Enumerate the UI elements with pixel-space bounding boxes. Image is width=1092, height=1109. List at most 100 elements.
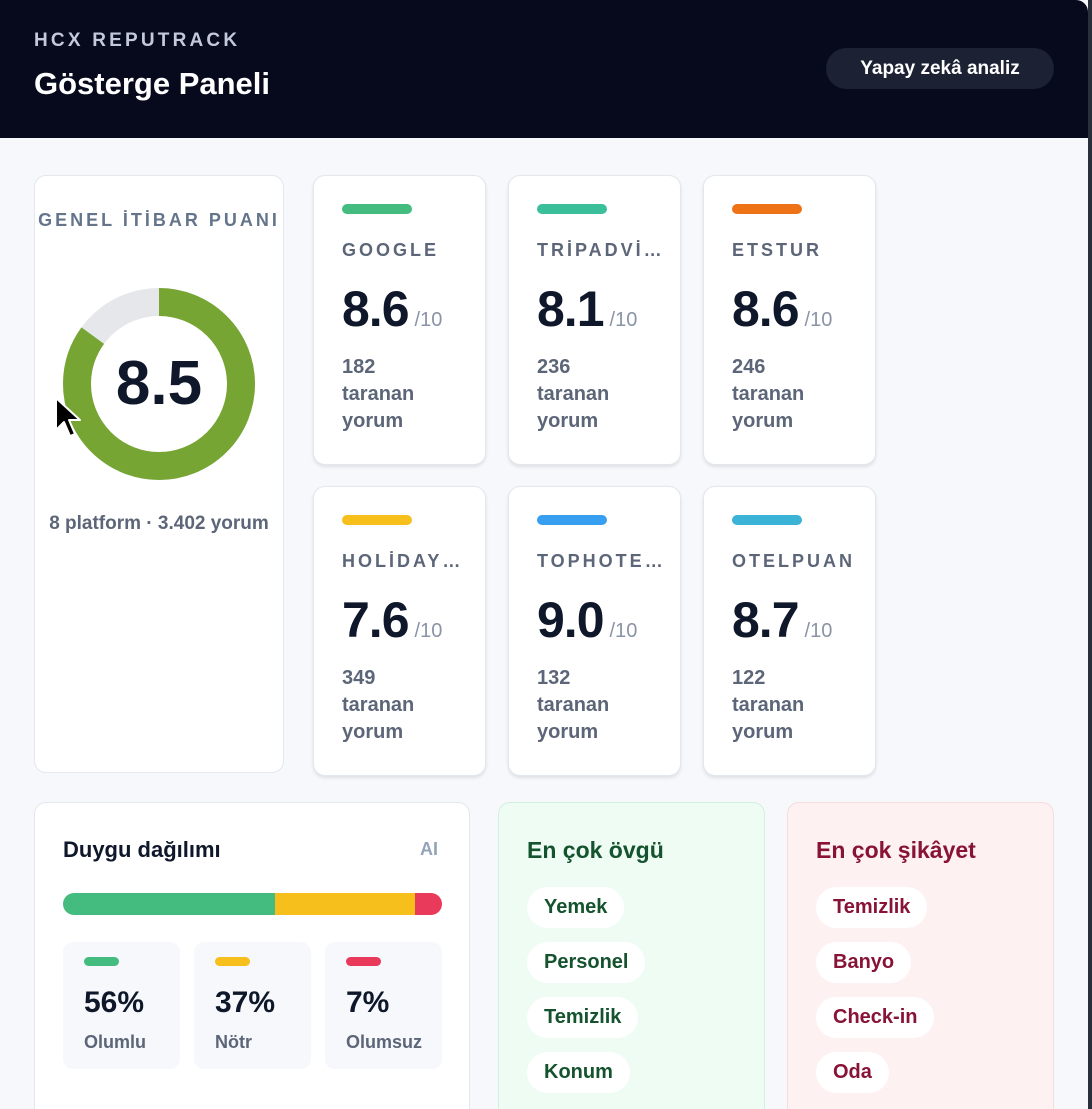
complaint-tag[interactable]: Check-in bbox=[816, 997, 935, 1038]
platform-name: GOOGLE bbox=[342, 240, 440, 260]
top-complaints-card: En çok şikâyet Temizlik Banyo Check-in O… bbox=[787, 802, 1054, 1109]
platform-score-denominator: /10 bbox=[804, 309, 833, 331]
platform-name: HOLİDAYCHECK bbox=[342, 551, 470, 571]
sentiment-color-dot bbox=[215, 957, 250, 966]
brand-name: HCX REPUTRACK bbox=[34, 30, 241, 51]
overall-score-label: GENEL İTİBAR PUANI bbox=[38, 210, 280, 230]
platform-score-value: 8.7 bbox=[732, 592, 800, 648]
sentiment-stat-negative: 7% Olumsuz bbox=[325, 942, 442, 1069]
sentiment-color-dot bbox=[346, 957, 381, 966]
top-header: HCX REPUTRACK Gösterge Paneli Yapay zekâ… bbox=[0, 0, 1088, 138]
sentiment-label: Olumsuz bbox=[346, 1032, 423, 1052]
review-count-number: 132 bbox=[537, 667, 571, 689]
review-count-unit: taranan bbox=[732, 383, 805, 405]
sentiment-label: Olumlu bbox=[84, 1032, 146, 1052]
platform-color-stripe bbox=[537, 515, 607, 525]
platform-review-count: 246 taranan yorum bbox=[732, 354, 852, 435]
overall-score-value: 8.5 bbox=[115, 349, 203, 418]
sentiment-segment-neutral bbox=[275, 893, 416, 915]
sentiment-percent: 7% bbox=[346, 986, 390, 1019]
review-count-number: 246 bbox=[732, 356, 766, 378]
review-count-unit: yorum bbox=[732, 721, 794, 743]
sentiment-segment-negative bbox=[415, 893, 442, 915]
platform-score: 8.6/10 bbox=[732, 280, 832, 338]
ai-badge: AI bbox=[420, 839, 438, 859]
platform-review-count: 236 taranan yorum bbox=[537, 354, 657, 435]
platform-score-denominator: /10 bbox=[609, 309, 638, 331]
complaint-tag[interactable]: Oda bbox=[816, 1052, 889, 1093]
sentiment-bar bbox=[63, 893, 442, 915]
praise-tag[interactable]: Yemek bbox=[527, 887, 625, 928]
top-praise-card: En çok övgü Yemek Personel Temizlik Konu… bbox=[498, 802, 765, 1109]
platform-review-count: 349 taranan yorum bbox=[342, 665, 462, 746]
platform-card-otelpuan[interactable]: OTELPUAN 8.7/10 122 taranan yorum bbox=[703, 486, 876, 776]
sentiment-stat-positive: 56% Olumlu bbox=[63, 942, 180, 1069]
platform-color-stripe bbox=[732, 515, 802, 525]
platform-name: ETSTUR bbox=[732, 240, 822, 260]
review-count-unit: yorum bbox=[732, 410, 794, 432]
platform-card-tripadvisor[interactable]: TRİPADVİSOR 8.1/10 236 taranan yorum bbox=[508, 175, 681, 465]
review-count-number: 182 bbox=[342, 356, 376, 378]
window-edge bbox=[1088, 0, 1092, 1109]
platform-score-value: 8.6 bbox=[732, 281, 800, 337]
overall-score-gauge bbox=[63, 288, 255, 480]
praise-tag[interactable]: Personel bbox=[527, 942, 646, 983]
platform-color-stripe bbox=[342, 515, 412, 525]
review-count-unit: yorum bbox=[342, 721, 404, 743]
platform-name: TOPHOTELS bbox=[537, 551, 665, 571]
platform-card-etstur[interactable]: ETSTUR 8.6/10 246 taranan yorum bbox=[703, 175, 876, 465]
gauge-fill bbox=[63, 288, 255, 480]
review-count-unit: yorum bbox=[537, 721, 599, 743]
review-count-unit: taranan bbox=[732, 694, 805, 716]
platform-review-count: 132 taranan yorum bbox=[537, 665, 657, 746]
overall-score-summary: 8 platform · 3.402 yorum bbox=[49, 513, 269, 534]
sentiment-card: Duygu dağılımı AI 56% Olumlu 37% Nötr 7%… bbox=[34, 802, 470, 1109]
overall-reputation-card: GENEL İTİBAR PUANI 8.5 8 platform · 3.40… bbox=[34, 175, 284, 773]
sentiment-percent: 56% bbox=[84, 986, 145, 1019]
platform-review-count: 182 taranan yorum bbox=[342, 354, 462, 435]
platform-color-stripe bbox=[537, 204, 607, 214]
complaint-tag[interactable]: Temizlik bbox=[816, 887, 928, 928]
platform-score: 8.1/10 bbox=[537, 280, 637, 338]
platform-color-stripe bbox=[732, 204, 802, 214]
platform-color-stripe bbox=[342, 204, 412, 214]
platform-score: 9.0/10 bbox=[537, 591, 637, 649]
review-count-number: 349 bbox=[342, 667, 376, 689]
review-count-unit: yorum bbox=[342, 410, 404, 432]
review-count-unit: taranan bbox=[342, 383, 415, 405]
platform-score-denominator: /10 bbox=[804, 620, 833, 642]
sentiment-segment-positive bbox=[63, 893, 276, 915]
top-complaints-title: En çok şikâyet bbox=[816, 837, 976, 863]
platform-card-tophotels[interactable]: TOPHOTELS 9.0/10 132 taranan yorum bbox=[508, 486, 681, 776]
praise-tag[interactable]: Temizlik bbox=[527, 997, 639, 1038]
complaint-tag[interactable]: Banyo bbox=[816, 942, 912, 983]
platform-score-denominator: /10 bbox=[414, 620, 443, 642]
review-count-unit: taranan bbox=[537, 694, 610, 716]
platform-score-value: 7.6 bbox=[342, 592, 410, 648]
sentiment-label: Nötr bbox=[215, 1032, 252, 1052]
platform-card-holidaycheck[interactable]: HOLİDAYCHECK 7.6/10 349 taranan yorum bbox=[313, 486, 486, 776]
platform-review-count: 122 taranan yorum bbox=[732, 665, 852, 746]
sentiment-color-dot bbox=[84, 957, 119, 966]
review-count-unit: taranan bbox=[342, 694, 415, 716]
review-count-number: 236 bbox=[537, 356, 571, 378]
sentiment-stat-neutral: 37% Nötr bbox=[194, 942, 311, 1069]
platform-score-denominator: /10 bbox=[609, 620, 638, 642]
sentiment-title: Duygu dağılımı bbox=[63, 837, 221, 862]
top-praise-title: En çok övgü bbox=[527, 837, 664, 863]
platform-score: 8.7/10 bbox=[732, 591, 832, 649]
mouse-pointer-icon bbox=[55, 397, 81, 437]
praise-tag[interactable]: Konum bbox=[527, 1052, 630, 1093]
platform-card-google[interactable]: GOOGLE 8.6/10 182 taranan yorum bbox=[313, 175, 486, 465]
platform-score-value: 8.1 bbox=[537, 281, 605, 337]
ai-analysis-button[interactable]: Yapay zekâ analiz bbox=[826, 48, 1054, 89]
sentiment-percent: 37% bbox=[215, 986, 276, 1019]
platform-score: 8.6/10 bbox=[342, 280, 442, 338]
review-count-number: 122 bbox=[732, 667, 766, 689]
page-title: Gösterge Paneli bbox=[34, 66, 271, 101]
platform-score-denominator: /10 bbox=[414, 309, 443, 331]
platform-score-value: 8.6 bbox=[342, 281, 410, 337]
platform-name: OTELPUAN bbox=[732, 551, 855, 571]
platform-score: 7.6/10 bbox=[342, 591, 442, 649]
review-count-unit: yorum bbox=[537, 410, 599, 432]
